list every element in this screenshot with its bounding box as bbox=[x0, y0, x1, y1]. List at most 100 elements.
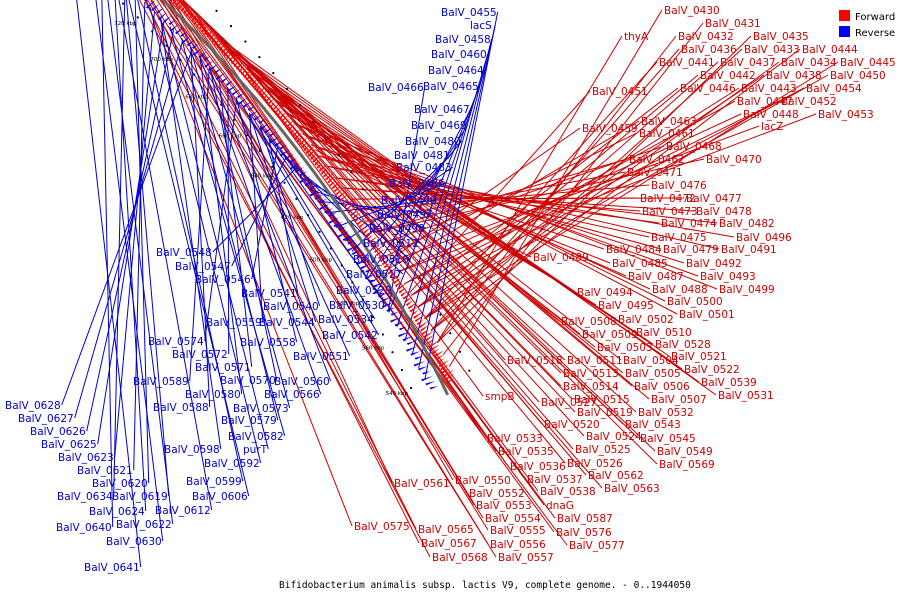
gene-label-balv-0531[interactable]: BalV_0531 bbox=[718, 390, 774, 402]
gene-label-balv-0498[interactable]: BalV_0498 bbox=[369, 223, 425, 235]
gene-label-balv-0577[interactable]: BalV_0577 bbox=[569, 540, 625, 552]
gene-label-balv-0448[interactable]: BalV_0448 bbox=[743, 109, 799, 121]
reverse-feature[interactable] bbox=[299, 175, 311, 183]
gene-label-balv-0565[interactable]: BalV_0565 bbox=[418, 524, 474, 536]
forward-feature[interactable] bbox=[316, 162, 323, 169]
reverse-feature[interactable] bbox=[398, 331, 410, 338]
forward-feature[interactable] bbox=[440, 364, 450, 371]
gene-label-balv-0446[interactable]: BalV_0446 bbox=[680, 83, 736, 95]
gene-label-balv-0559[interactable]: BalV_0559 bbox=[206, 317, 262, 329]
gene-label-balv-0589[interactable]: BalV_0589 bbox=[133, 376, 189, 388]
forward-feature[interactable] bbox=[280, 114, 289, 123]
forward-feature[interactable] bbox=[233, 60, 240, 68]
reverse-feature[interactable] bbox=[289, 162, 301, 170]
forward-feature[interactable] bbox=[198, 20, 208, 30]
gene-label-dnag[interactable]: dnaG bbox=[546, 500, 574, 512]
forward-feature[interactable] bbox=[298, 136, 309, 146]
reverse-feature[interactable] bbox=[360, 263, 371, 270]
reverse-feature[interactable] bbox=[236, 93, 245, 99]
gene-label-balv-0525[interactable]: BalV_0525 bbox=[575, 444, 631, 456]
gene-label-balv-0507[interactable]: BalV_0507 bbox=[651, 394, 707, 406]
gene-label-balv-0551[interactable]: BalV_0551 bbox=[293, 351, 349, 363]
forward-feature[interactable] bbox=[411, 309, 419, 316]
forward-feature[interactable] bbox=[170, 0, 177, 2]
gene-label-balv-0492[interactable]: BalV_0492 bbox=[686, 258, 742, 270]
reverse-feature[interactable] bbox=[299, 171, 308, 177]
reverse-feature[interactable] bbox=[157, 11, 168, 21]
forward-feature[interactable] bbox=[395, 281, 402, 288]
forward-feature[interactable] bbox=[208, 32, 216, 41]
gene-label-balv-0562[interactable]: BalV_0562 bbox=[588, 470, 644, 482]
forward-feature[interactable] bbox=[344, 198, 354, 208]
gene-label-balv-0566[interactable]: BalV_0566 bbox=[264, 389, 320, 401]
forward-feature[interactable] bbox=[329, 180, 336, 187]
forward-feature[interactable] bbox=[216, 40, 224, 49]
forward-feature[interactable] bbox=[407, 301, 419, 310]
forward-feature[interactable] bbox=[358, 221, 367, 229]
reverse-feature[interactable] bbox=[263, 127, 273, 134]
reverse-feature[interactable] bbox=[169, 23, 180, 32]
forward-feature[interactable] bbox=[437, 358, 445, 364]
gene-label-balv-0516[interactable]: BalV_0516 bbox=[353, 254, 409, 266]
gene-label-balv-0443[interactable]: BalV_0443 bbox=[741, 83, 797, 95]
forward-feature[interactable] bbox=[337, 189, 348, 199]
forward-feature[interactable] bbox=[414, 315, 424, 323]
forward-feature[interactable] bbox=[391, 273, 402, 281]
gene-label-lacs[interactable]: lacS bbox=[470, 20, 492, 32]
gene-label-balv-0483[interactable]: BalV_0483 bbox=[396, 162, 452, 174]
gene-label-balv-0524[interactable]: BalV_0524 bbox=[586, 431, 642, 443]
forward-feature[interactable] bbox=[323, 171, 330, 178]
gene-label-balv-0634[interactable]: BalV_0634 bbox=[57, 491, 113, 503]
reverse-feature[interactable] bbox=[156, 7, 164, 14]
gene-label-balv-0592[interactable]: BalV_0592 bbox=[204, 458, 260, 470]
forward-feature[interactable] bbox=[366, 234, 373, 241]
gene-label-purt[interactable]: purT bbox=[243, 444, 268, 456]
gene-label-balv-0514[interactable]: BalV_0514 bbox=[563, 381, 619, 393]
reverse-feature[interactable] bbox=[373, 287, 385, 294]
gene-label-balv-0621[interactable]: BalV_0621 bbox=[77, 465, 133, 477]
forward-feature[interactable] bbox=[393, 277, 402, 285]
reverse-feature[interactable] bbox=[347, 240, 356, 245]
forward-feature[interactable] bbox=[285, 119, 295, 129]
gene-label-balv-0481[interactable]: BalV_0481 bbox=[394, 150, 450, 162]
gene-label-balv-0480[interactable]: BalV_0480 bbox=[405, 136, 461, 148]
reverse-feature[interactable] bbox=[226, 84, 237, 93]
forward-feature[interactable] bbox=[257, 85, 267, 95]
reverse-feature[interactable] bbox=[144, 0, 152, 2]
reverse-feature[interactable] bbox=[269, 131, 277, 137]
gene-label-balv-0513[interactable]: BalV_0513 bbox=[563, 368, 619, 380]
forward-feature[interactable] bbox=[264, 93, 274, 103]
gene-label-balv-0527[interactable]: BalV_0527 bbox=[541, 397, 597, 409]
gene-label-balv-0476[interactable]: BalV_0476 bbox=[651, 180, 707, 192]
gene-label-balv-0569[interactable]: BalV_0569 bbox=[659, 459, 715, 471]
gene-label-balv-0509[interactable]: BalV_0509 bbox=[582, 329, 638, 341]
reverse-feature[interactable] bbox=[314, 194, 324, 200]
forward-feature[interactable] bbox=[327, 175, 336, 184]
gene-label-balv-0496[interactable]: BalV_0496 bbox=[736, 232, 792, 244]
gene-label-balv-0499[interactable]: BalV_0499 bbox=[719, 284, 775, 296]
gene-label-balv-0463[interactable]: BalV_0463 bbox=[641, 116, 697, 128]
gene-label-balv-0493[interactable]: BalV_0493 bbox=[700, 271, 756, 283]
gene-label-balv-0465[interactable]: BalV_0465 bbox=[423, 81, 479, 93]
forward-feature[interactable] bbox=[259, 89, 268, 98]
forward-feature[interactable] bbox=[348, 207, 355, 214]
forward-feature[interactable] bbox=[409, 305, 419, 313]
gene-label-balv-0539[interactable]: BalV_0539 bbox=[701, 377, 757, 389]
gene-label-balv-0554[interactable]: BalV_0554 bbox=[485, 513, 541, 525]
forward-feature[interactable] bbox=[231, 56, 239, 65]
gene-label-balv-0462[interactable]: BalV_0462 bbox=[629, 154, 685, 166]
reverse-feature[interactable] bbox=[413, 361, 426, 367]
forward-feature[interactable] bbox=[318, 162, 329, 172]
forward-feature[interactable] bbox=[387, 267, 397, 275]
forward-feature[interactable] bbox=[385, 263, 396, 272]
gene-label-balv-0574[interactable]: BalV_0574 bbox=[148, 336, 204, 348]
gene-label-balv-0454[interactable]: BalV_0454 bbox=[806, 83, 862, 95]
gene-label-balv-0550[interactable]: BalV_0550 bbox=[455, 475, 511, 487]
forward-feature[interactable] bbox=[402, 292, 413, 300]
reverse-feature[interactable] bbox=[180, 31, 188, 37]
forward-feature[interactable] bbox=[172, 0, 179, 5]
reverse-feature[interactable] bbox=[319, 198, 327, 204]
gene-label-balv-0436[interactable]: BalV_0436 bbox=[681, 44, 737, 56]
gene-label-balv-0627[interactable]: BalV_0627 bbox=[18, 413, 74, 425]
gene-label-balv-0479[interactable]: BalV_0479 bbox=[663, 244, 719, 256]
